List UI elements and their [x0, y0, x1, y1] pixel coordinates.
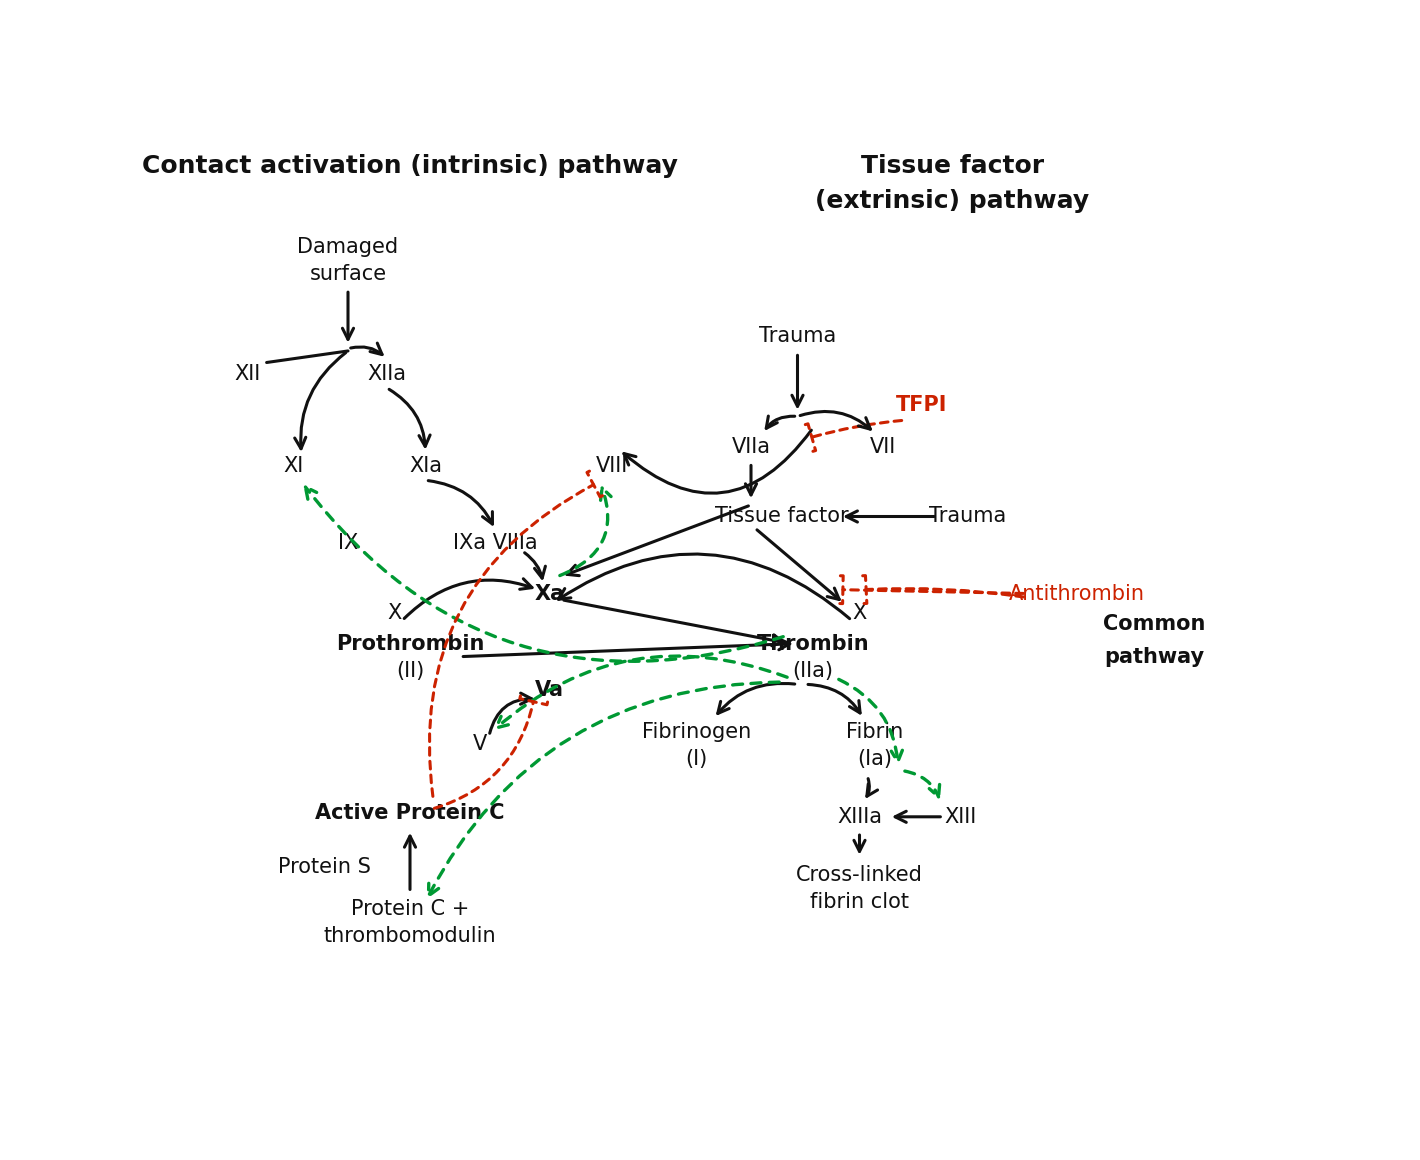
- Text: Fibrinogen: Fibrinogen: [642, 722, 751, 742]
- Text: Trauma: Trauma: [929, 507, 1007, 527]
- Text: Protein C +: Protein C +: [351, 899, 469, 919]
- Text: (II): (II): [396, 660, 425, 681]
- Text: XI: XI: [284, 456, 304, 477]
- Text: Antithrombin: Antithrombin: [1008, 583, 1145, 603]
- Text: Common: Common: [1103, 615, 1206, 635]
- Text: Trauma: Trauma: [758, 326, 836, 346]
- Text: VIII: VIII: [595, 456, 628, 477]
- Text: Cross-linked: Cross-linked: [797, 864, 923, 885]
- Text: IXa VIIIa: IXa VIIIa: [453, 534, 538, 553]
- Text: Fibrin: Fibrin: [846, 722, 903, 742]
- Text: Thrombin: Thrombin: [757, 633, 869, 653]
- Text: thrombomodulin: thrombomodulin: [324, 926, 497, 947]
- Text: V: V: [473, 733, 487, 754]
- Text: XIa: XIa: [409, 456, 442, 477]
- Text: XIIIa: XIIIa: [836, 807, 882, 827]
- Text: VIIa: VIIa: [731, 437, 771, 457]
- Text: Tissue factor: Tissue factor: [861, 154, 1044, 179]
- Text: fibrin clot: fibrin clot: [809, 892, 909, 912]
- Text: Va: Va: [535, 680, 564, 699]
- Text: (Ia): (Ia): [858, 749, 893, 769]
- Text: (IIa): (IIa): [792, 660, 834, 681]
- Text: XII: XII: [234, 364, 260, 384]
- Text: VII: VII: [869, 437, 896, 457]
- Text: IX: IX: [338, 534, 358, 553]
- Text: Active Protein C: Active Protein C: [315, 803, 504, 822]
- Text: Xa: Xa: [534, 583, 565, 603]
- Text: pathway: pathway: [1103, 646, 1204, 667]
- Text: (I): (I): [686, 749, 709, 769]
- Text: (extrinsic) pathway: (extrinsic) pathway: [815, 189, 1089, 212]
- Text: surface: surface: [310, 264, 386, 284]
- Text: Damaged: Damaged: [297, 237, 399, 258]
- Text: Prothrombin: Prothrombin: [335, 633, 484, 653]
- Text: Contact activation (intrinsic) pathway: Contact activation (intrinsic) pathway: [142, 154, 677, 179]
- Text: XIII: XIII: [944, 807, 977, 827]
- Text: X: X: [388, 603, 402, 623]
- Text: XIIa: XIIa: [368, 364, 406, 384]
- Text: TFPI: TFPI: [896, 394, 947, 415]
- Text: X: X: [852, 603, 866, 623]
- Text: Tissue factor: Tissue factor: [716, 507, 849, 527]
- Text: Protein S: Protein S: [278, 857, 371, 877]
